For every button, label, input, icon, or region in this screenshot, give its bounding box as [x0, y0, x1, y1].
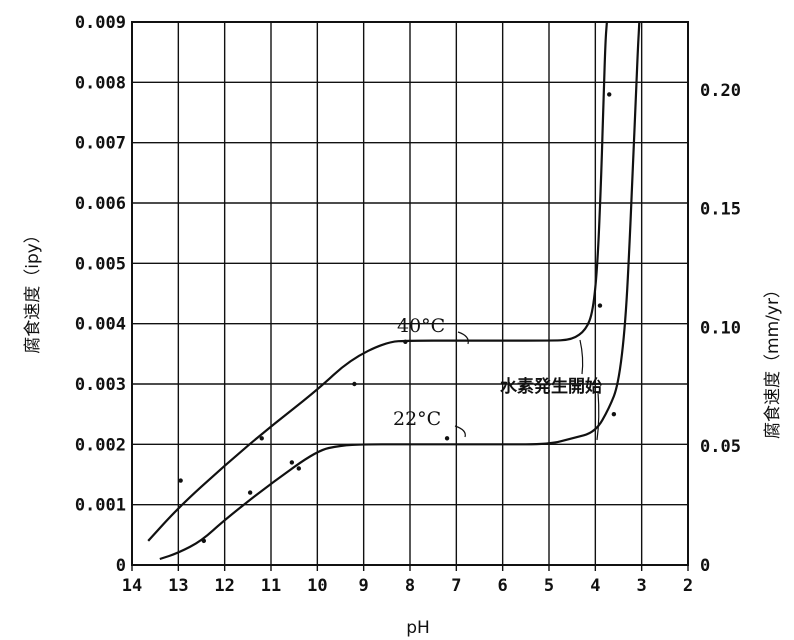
left-y-tick-label: 0.003 — [75, 375, 126, 395]
data-point — [289, 460, 295, 465]
left-y-tick-label: 0.005 — [75, 254, 126, 274]
right-y-tick-label: 0.10 — [700, 318, 741, 338]
data-point — [178, 478, 183, 483]
left-y-tick-label: 0.001 — [75, 496, 126, 516]
data-point — [444, 436, 450, 441]
left-y-tick-label: 0 — [116, 556, 126, 576]
x-tick-label: 3 — [637, 576, 647, 596]
x-tick-label: 10 — [307, 576, 327, 596]
curve-22c — [159, 21, 641, 561]
x-tick-label: 13 — [168, 576, 188, 596]
data-point — [259, 436, 264, 441]
left-y-tick-label: 0.006 — [75, 194, 126, 214]
x-tick-label: 2 — [683, 576, 693, 596]
left-y-axis-ticks: 0 0.001 0.002 0.003 0.004 0.005 0.006 0.007 0.00… — [75, 13, 126, 576]
x-tick-label: 6 — [498, 576, 508, 596]
x-tick-label: 4 — [590, 576, 600, 596]
x-tick-label: 7 — [451, 576, 461, 596]
x-tick-label: 9 — [359, 576, 369, 596]
annotation-leaders — [454, 331, 600, 441]
leader-40c — [457, 331, 469, 345]
left-y-tick-label: 0.009 — [75, 13, 126, 33]
x-tick-label: 5 — [544, 576, 554, 596]
data-point — [597, 303, 603, 308]
right-y-tick-label: 0 — [700, 556, 710, 576]
data-points — [178, 92, 617, 544]
left-y-tick-label: 0.007 — [75, 134, 126, 154]
right-y-tick-label: 0.20 — [700, 81, 741, 101]
x-tick-label: 12 — [214, 576, 234, 596]
label-22c: 22°C — [393, 408, 441, 430]
right-y-axis-title: 腐食速度（mm/yr） — [763, 281, 783, 439]
data-point — [611, 411, 617, 417]
chart-curves — [147, 21, 641, 561]
left-y-tick-label: 0.002 — [75, 435, 126, 455]
x-axis-title: pH — [406, 618, 430, 638]
left-y-axis-title: 腐食速度（ipy） — [23, 226, 43, 354]
data-point — [296, 466, 301, 471]
data-point — [403, 339, 408, 344]
leader-hydrogen-22 — [596, 391, 600, 441]
data-point — [352, 381, 357, 387]
x-tick-label: 14 — [122, 576, 142, 596]
label-40c: 40°C — [397, 315, 445, 337]
left-y-tick-label: 0.008 — [75, 73, 126, 93]
leader-22c — [454, 425, 466, 438]
chart-grid — [131, 21, 689, 566]
right-y-tick-label: 0.15 — [700, 200, 741, 220]
right-y-axis-ticks: 0 0.05 0.10 0.15 0.20 — [700, 81, 741, 576]
data-point — [607, 92, 612, 97]
data-point — [247, 490, 253, 495]
curve-40c — [147, 21, 608, 542]
leader-hydrogen-40 — [579, 339, 584, 375]
x-tick-label: 11 — [261, 576, 281, 596]
x-tick-label: 8 — [405, 576, 415, 596]
left-y-tick-label: 0.004 — [75, 315, 126, 335]
label-hydrogen-onset: 水素発生開始 — [500, 376, 602, 397]
right-y-tick-label: 0.05 — [700, 437, 741, 457]
data-point — [201, 538, 207, 544]
x-axis-ticks: 14 13 12 11 10 9 8 7 6 5 4 3 2 — [122, 565, 693, 596]
